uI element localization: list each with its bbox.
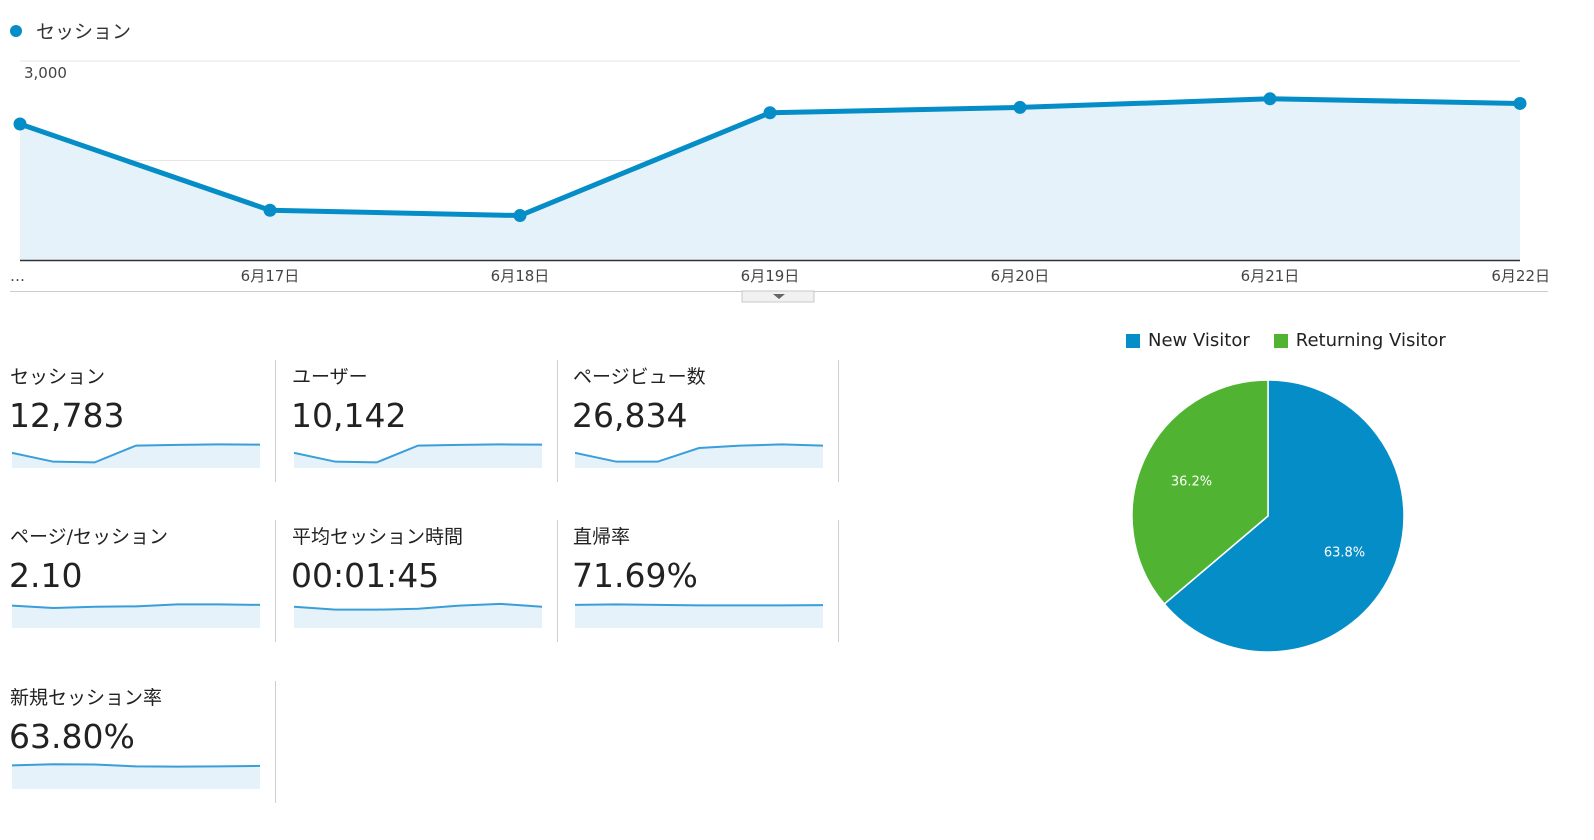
legend-swatch-new xyxy=(1126,333,1140,348)
sessions-point[interactable] xyxy=(1513,96,1527,110)
metric-divider xyxy=(275,360,276,482)
chevron-down-icon xyxy=(773,294,785,299)
x-tick-label: 6月21日 xyxy=(1241,267,1300,285)
sparkline-line xyxy=(12,763,260,768)
metric-card[interactable]: 平均セッション時間 00:01:45 xyxy=(282,520,558,642)
metric-card[interactable]: 直帰率 71.69% xyxy=(563,520,839,642)
metric-divider xyxy=(838,520,839,642)
sessions-point[interactable] xyxy=(763,106,777,120)
metric-label: ページ/セッション xyxy=(10,526,169,548)
metric-label: ページビュー数 xyxy=(573,366,706,388)
legend-new-visitor[interactable]: New Visitor xyxy=(1126,330,1250,351)
metric-sparkline xyxy=(294,443,542,468)
x-tick-label: 6月20日 xyxy=(991,267,1050,285)
pie-slice-returning-visitor[interactable] xyxy=(1131,379,1269,606)
metric-divider xyxy=(275,681,276,803)
x-tick-label: … xyxy=(10,267,25,285)
x-tick-label: 6月19日 xyxy=(741,267,800,285)
metric-label: 直帰率 xyxy=(573,526,631,548)
metric-card[interactable]: ページビュー数 26,834 xyxy=(563,360,839,482)
sparkline-area xyxy=(12,444,260,468)
sparkline-line xyxy=(575,443,823,463)
metric-sparkline xyxy=(12,603,260,628)
sparkline-area xyxy=(12,604,260,628)
x-tick-label: 6月17日 xyxy=(241,267,300,285)
sessions-point[interactable] xyxy=(1013,100,1027,114)
pie-slice-label: 36.2% xyxy=(1171,475,1212,490)
legend-label-sessions[interactable]: セッション xyxy=(36,21,131,43)
legend-label-new: New Visitor xyxy=(1148,330,1250,351)
metric-label: 新規セッション率 xyxy=(10,687,163,709)
sessions-point[interactable] xyxy=(263,203,277,217)
metric-label: ユーザー xyxy=(292,366,368,388)
sparkline-line xyxy=(12,603,260,610)
metric-value: 26,834 xyxy=(572,396,688,435)
y-tick-label: 3,000 xyxy=(24,64,67,82)
metric-sparkline xyxy=(294,602,542,628)
metric-divider xyxy=(838,360,839,482)
sparkline-area xyxy=(294,603,542,628)
metric-card[interactable]: ページ/セッション 2.10 xyxy=(0,520,276,642)
sparkline-area xyxy=(575,604,823,628)
metric-value: 10,142 xyxy=(291,396,407,435)
metric-divider xyxy=(557,520,558,642)
metric-value: 63.80% xyxy=(9,717,135,756)
metric-value: 12,783 xyxy=(9,396,125,435)
legend-dot-sessions xyxy=(10,25,22,37)
metric-value: 2.10 xyxy=(9,556,83,595)
metric-card[interactable]: セッション 12,783 xyxy=(0,360,276,482)
sessions-point[interactable] xyxy=(513,209,527,223)
pie-slice-new-visitor[interactable] xyxy=(1163,379,1405,653)
sparkline-line xyxy=(12,443,260,464)
metric-card[interactable]: ユーザー 10,142 xyxy=(282,360,558,482)
legend-returning-visitor[interactable]: Returning Visitor xyxy=(1273,330,1446,351)
metric-value: 00:01:45 xyxy=(291,556,440,595)
sessions-point[interactable] xyxy=(13,117,27,131)
pie-legend: New Visitor Returning Visitor xyxy=(1126,330,1446,351)
metric-divider xyxy=(275,520,276,642)
legend-swatch-returning xyxy=(1273,333,1288,348)
x-tick-label: 6月18日 xyxy=(491,267,550,285)
metric-sparkline xyxy=(12,443,260,468)
legend-label-returning: Returning Visitor xyxy=(1295,330,1446,351)
metric-label: 平均セッション時間 xyxy=(292,526,464,548)
visitor-pie-chart: 63.8% 36.2% xyxy=(1131,379,1405,653)
sparkline-line xyxy=(294,443,542,464)
sparkline-line xyxy=(294,602,542,611)
metric-sparkline xyxy=(575,443,823,468)
sessions-area xyxy=(20,98,1520,260)
sparkline-area xyxy=(294,444,542,468)
metric-label: セッション xyxy=(10,366,106,388)
sparkline-line xyxy=(575,603,823,607)
sparkline-area xyxy=(12,764,260,789)
metric-sparkline xyxy=(575,603,823,628)
metric-divider xyxy=(557,360,558,482)
metric-card[interactable]: 新規セッション率 63.80% xyxy=(0,681,276,803)
x-tick-label: 6月22日 xyxy=(1491,267,1550,285)
sessions-line-chart: セッション3,0001,500…6月17日6月18日6月19日6月20日6月21… xyxy=(10,21,1550,303)
metric-value: 71.69% xyxy=(572,556,698,595)
sessions-point[interactable] xyxy=(1263,92,1277,106)
pie-slice-label: 63.8% xyxy=(1324,545,1365,560)
metric-sparkline xyxy=(12,763,260,789)
